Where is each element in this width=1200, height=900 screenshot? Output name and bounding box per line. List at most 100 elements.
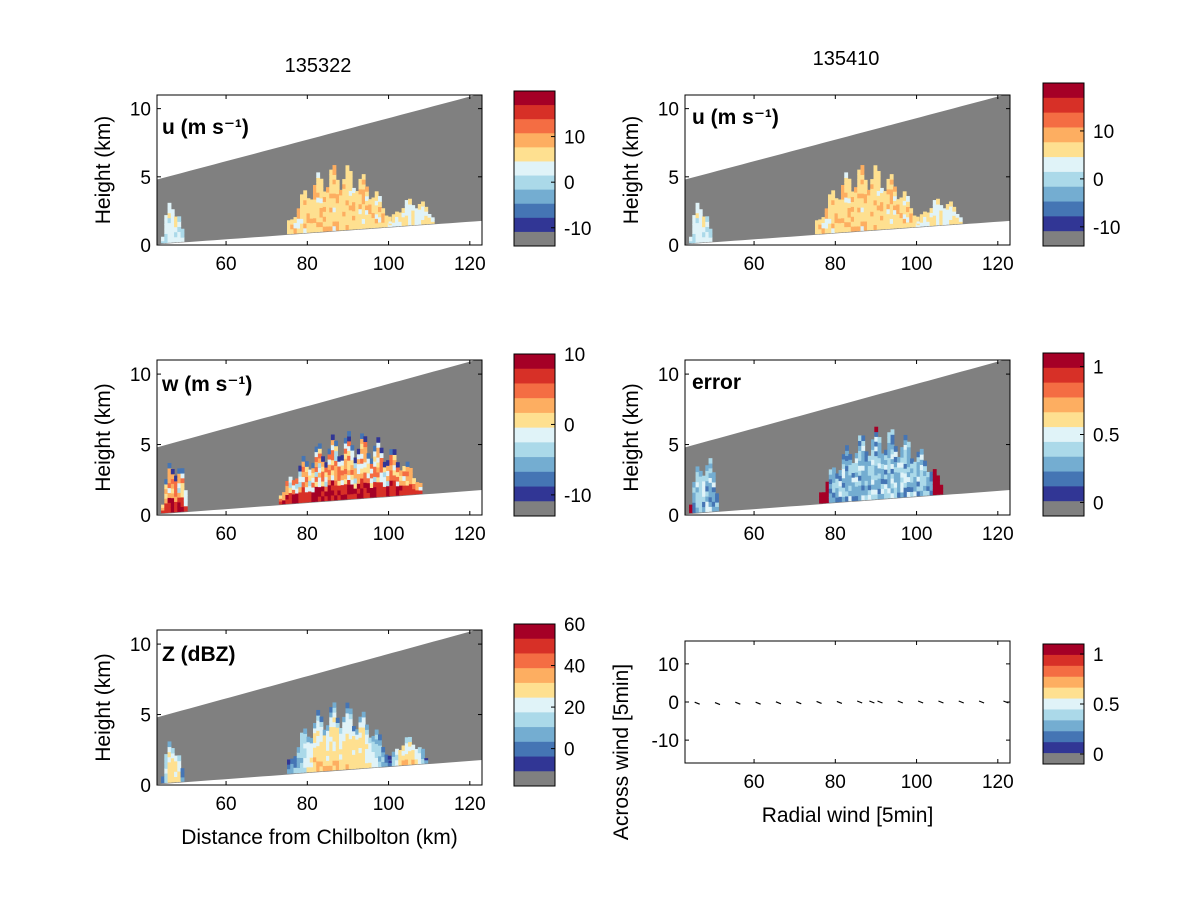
- cloud-cell: [708, 482, 713, 488]
- cloud-cell: [332, 188, 337, 194]
- cloud-cell: [867, 484, 872, 491]
- cloud-cell: [692, 481, 697, 488]
- cloud-cell: [342, 224, 347, 231]
- cloud-cell: [392, 449, 397, 455]
- cloud-cell: [890, 482, 895, 489]
- cloud-cell: [365, 214, 369, 220]
- cloud-cell: [404, 742, 409, 749]
- cloud-cell: [365, 186, 369, 192]
- cloud-cell: [347, 479, 351, 485]
- cloud-cell: [919, 454, 924, 460]
- cloud-cell: [889, 223, 894, 229]
- cloud-cell: [332, 745, 337, 752]
- cloud-cell: [332, 165, 337, 171]
- cloud-cell: [326, 760, 330, 766]
- y-tick-label: 0: [140, 506, 151, 527]
- cloud-3: [388, 736, 429, 767]
- cloud-cell: [313, 751, 317, 758]
- cloud-cell: [884, 473, 888, 480]
- cloud-cell: [876, 204, 881, 211]
- cloud-cell: [345, 209, 350, 216]
- cloud-cell: [702, 480, 706, 487]
- cloud-cell: [889, 213, 894, 219]
- cloud-cell: [386, 485, 390, 492]
- cloud-cell: [329, 716, 334, 723]
- cloud-cell: [381, 751, 386, 758]
- cloud-cell: [365, 753, 369, 759]
- cloud-cell: [705, 475, 710, 482]
- cloud-cell: [384, 215, 389, 220]
- cloud-cell: [334, 445, 338, 452]
- cloud-cell: [832, 482, 836, 488]
- cloud-cell: [867, 214, 871, 221]
- cloud-cell: [287, 229, 291, 235]
- cloud-cell: [863, 207, 868, 213]
- colorbar-segment: [514, 203, 555, 219]
- cloud-cell: [841, 227, 845, 233]
- cloud-cell: [392, 474, 397, 481]
- cloud-cell: [854, 191, 858, 198]
- cloud-cell: [313, 761, 317, 768]
- cloud-cell: [831, 213, 836, 219]
- cloud-cell: [883, 195, 888, 202]
- cloud-cell: [912, 219, 917, 224]
- cloud-cell: [883, 200, 888, 206]
- cloud-cell: [412, 483, 416, 490]
- cloud-cell: [877, 437, 882, 443]
- cloud-cell: [167, 492, 172, 498]
- cloud-cell: [845, 460, 849, 467]
- cloud-cell: [819, 499, 823, 504]
- cloud-cell: [332, 211, 337, 217]
- cloud-cell: [335, 202, 340, 208]
- cloud-cell: [864, 494, 869, 501]
- cloud-cell: [887, 492, 892, 499]
- cloud-cell: [177, 216, 182, 222]
- cloud-cell: [303, 757, 308, 763]
- cloud-cell: [356, 448, 361, 455]
- cloud-cell: [897, 472, 901, 478]
- cloud-cell: [345, 165, 350, 171]
- cloud-cell: [874, 493, 879, 500]
- cloud-cell: [926, 216, 931, 222]
- cloud-cell: [345, 712, 350, 719]
- cloud-cell: [832, 496, 836, 503]
- cloud-cell: [916, 456, 921, 463]
- cloud-cell: [334, 475, 338, 481]
- cloud-cell: [695, 212, 700, 219]
- cloud-cell: [319, 760, 324, 767]
- cloud-cell: [861, 494, 866, 501]
- cloud-cell: [411, 744, 416, 751]
- cloud-cell: [317, 462, 322, 468]
- cloud-cell: [378, 761, 382, 768]
- cloud-cell: [313, 766, 317, 772]
- cloud-cell: [401, 212, 406, 218]
- cloud-cell: [851, 463, 856, 469]
- cloud-cell: [835, 487, 840, 493]
- colorbar-segment: [514, 756, 555, 772]
- cloud-cell: [296, 752, 301, 758]
- cloud-cell: [365, 743, 369, 749]
- cloud-cell: [366, 467, 371, 474]
- cloud-cell: [339, 733, 343, 739]
- cloud-cell: [321, 461, 325, 467]
- cloud-cell: [368, 742, 373, 749]
- cloud-cell: [306, 761, 311, 768]
- cloud-cell: [327, 484, 332, 491]
- cloud-cell: [366, 482, 371, 489]
- cloud-cell: [384, 762, 389, 767]
- cloud-cell: [306, 746, 311, 753]
- cloud-cell: [411, 209, 416, 216]
- cloud-cell: [874, 431, 879, 437]
- cloud-cell: [342, 754, 347, 761]
- colorbar-tick-label: 0: [564, 740, 575, 761]
- cloud-cell: [702, 221, 706, 228]
- cloud-cell: [288, 476, 293, 483]
- cloud-cell: [916, 471, 921, 477]
- cloud-cell: [306, 227, 311, 233]
- cloud-cell: [327, 489, 332, 496]
- cloud-cell: [854, 206, 858, 212]
- cloud-cell: [319, 216, 324, 223]
- cloud-cell: [361, 174, 366, 180]
- cloud-cell: [867, 465, 872, 471]
- cloud-cell: [835, 478, 840, 484]
